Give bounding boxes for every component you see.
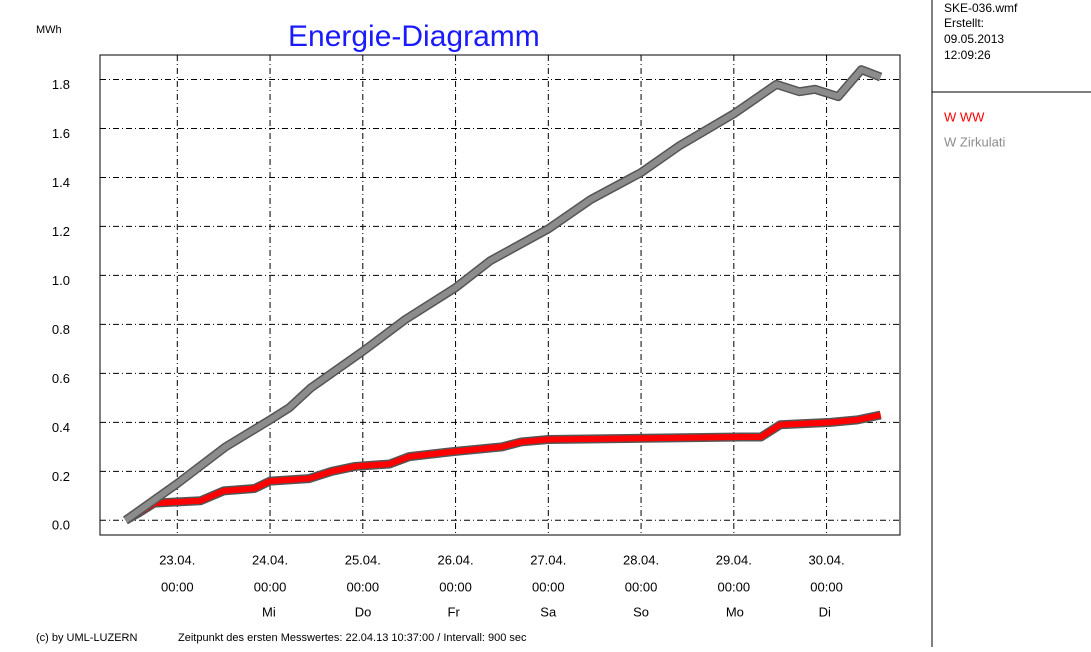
legend-entry: W Zirkulati: [944, 134, 1006, 149]
x-tick-weekday: Mi: [262, 604, 276, 619]
x-tick-label: 28.04.: [623, 552, 659, 567]
legend-entry: W WW: [944, 109, 985, 124]
y-tick-label: 1.2: [52, 224, 70, 239]
x-tick-label: 26.04.: [437, 552, 473, 567]
x-tick-time: 00:00: [532, 579, 565, 594]
y-tick-label: 0.2: [52, 469, 70, 484]
y-tick-label: 0.4: [52, 420, 70, 435]
created-label: Erstellt:: [944, 16, 984, 30]
x-tick-weekday: Do: [355, 604, 372, 619]
x-tick-time: 00:00: [161, 579, 194, 594]
x-tick-time: 00:00: [439, 579, 472, 594]
x-tick-time: 00:00: [810, 579, 843, 594]
x-tick-time: 00:00: [347, 579, 380, 594]
x-tick-label: 30.04.: [808, 552, 844, 567]
x-tick-time: 00:00: [625, 579, 658, 594]
series-line: [124, 412, 882, 523]
created-date: 09.05.2013: [944, 32, 1004, 46]
x-tick-weekday: Sa: [540, 604, 557, 619]
file-name: SKE-036.wmf: [944, 1, 1018, 15]
y-axis-label: MWh: [36, 24, 62, 36]
x-tick-label: 29.04.: [716, 552, 752, 567]
x-tick-label: 27.04.: [530, 552, 566, 567]
y-tick-label: 1.6: [52, 126, 70, 141]
x-tick-label: 24.04.: [252, 552, 288, 567]
x-tick-label: 25.04.: [345, 552, 381, 567]
x-tick-time: 00:00: [254, 579, 287, 594]
x-tick-weekday: Mo: [726, 604, 744, 619]
created-time: 12:09:26: [944, 48, 991, 62]
x-tick-weekday: Di: [819, 604, 831, 619]
chart-title: Energie-Diagramm: [288, 20, 540, 53]
y-tick-label: 1.8: [52, 77, 70, 92]
x-tick-weekday: Fr: [448, 604, 461, 619]
copyright: (c) by UML-LUZERN: [36, 632, 138, 644]
y-tick-label: 1.4: [52, 175, 70, 190]
series-line: [123, 66, 882, 523]
y-tick-label: 0.0: [52, 518, 70, 533]
plot-frame: [99, 54, 901, 536]
y-tick-label: 0.8: [52, 322, 70, 337]
y-tick-label: 0.6: [52, 371, 70, 386]
x-tick-label: 23.04.: [159, 552, 195, 567]
x-tick-weekday: So: [633, 604, 649, 619]
y-tick-label: 1.0: [52, 273, 70, 288]
footer-note: Zeitpunkt des ersten Messwertes: 22.04.1…: [178, 632, 527, 644]
x-tick-time: 00:00: [718, 579, 751, 594]
